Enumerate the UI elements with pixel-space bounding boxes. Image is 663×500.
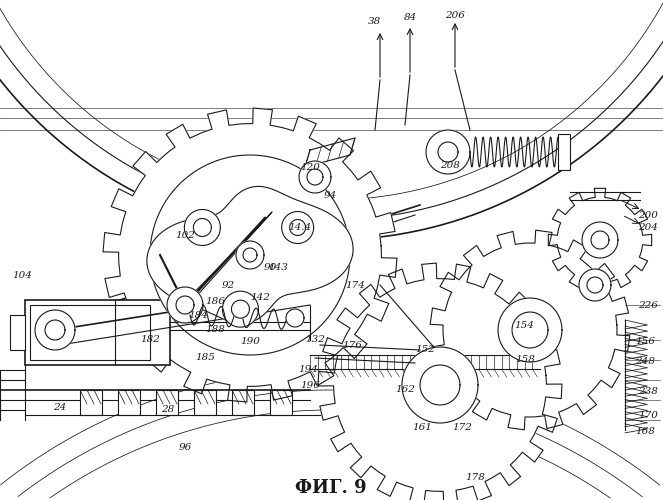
Polygon shape [591,231,609,249]
Polygon shape [223,291,259,327]
Text: 104: 104 [12,270,32,280]
Text: 182: 182 [140,336,160,344]
Polygon shape [184,210,220,246]
Text: 168: 168 [635,428,655,436]
Text: 90: 90 [263,264,276,272]
Text: ФИГ. 9: ФИГ. 9 [295,479,367,497]
Bar [30,305,150,360]
Text: 24: 24 [54,404,66,412]
Text: 238: 238 [638,388,658,396]
Polygon shape [582,222,618,258]
Polygon shape [194,218,211,236]
Bar [232,390,254,415]
Text: 154: 154 [514,320,534,330]
Text: 190: 190 [240,338,260,346]
Polygon shape [512,312,548,348]
Text: 204: 204 [638,224,658,232]
Text: 158: 158 [515,356,535,364]
Polygon shape [299,161,331,193]
Text: 92: 92 [221,280,235,289]
Bar [10,315,25,350]
Text: 178: 178 [465,474,485,482]
Text: 96: 96 [178,444,192,452]
Text: 226: 226 [638,300,658,310]
Text: 143: 143 [268,264,288,272]
Text: 188: 188 [205,326,225,334]
Text: 184: 184 [188,310,208,320]
Polygon shape [318,263,562,500]
Text: 102: 102 [175,230,195,239]
Text: 120: 120 [300,164,320,172]
Polygon shape [587,277,603,293]
Text: 170: 170 [638,410,658,420]
Text: 248: 248 [635,358,655,366]
Polygon shape [243,248,257,262]
Polygon shape [579,269,611,301]
Polygon shape [402,347,478,423]
Polygon shape [103,108,397,402]
Text: 161: 161 [412,424,432,432]
Polygon shape [438,142,458,162]
Bar [80,390,102,415]
Polygon shape [290,220,306,236]
Text: 172: 172 [452,424,472,432]
Polygon shape [307,169,323,185]
Polygon shape [190,235,240,270]
Text: 152: 152 [415,346,435,354]
Text: 162: 162 [395,386,415,394]
Polygon shape [305,138,355,167]
Text: 94: 94 [324,190,337,200]
Polygon shape [548,188,652,292]
Text: 38: 38 [369,18,382,26]
Text: 84: 84 [403,14,416,22]
Polygon shape [177,212,272,310]
Text: 174: 174 [345,280,365,289]
Bar [118,390,140,415]
Bar [156,390,178,415]
Polygon shape [236,241,264,269]
Text: 142: 142 [250,294,270,302]
Polygon shape [286,309,304,327]
Polygon shape [176,296,194,314]
Text: 185: 185 [195,354,215,362]
Polygon shape [147,186,353,324]
Text: 194: 194 [298,366,318,374]
Bar [194,390,216,415]
Polygon shape [430,230,630,430]
Polygon shape [498,298,562,362]
Text: 156: 156 [635,338,655,346]
Text: 200: 200 [638,210,658,220]
Bar [270,390,292,415]
Polygon shape [231,300,249,318]
Text: 176: 176 [342,340,362,349]
Text: 196: 196 [300,380,320,390]
Polygon shape [150,155,350,355]
Text: 186: 186 [205,298,225,306]
Polygon shape [45,320,65,340]
Text: 14.4: 14.4 [288,224,312,232]
Text: 208: 208 [440,160,460,170]
Polygon shape [35,310,75,350]
Text: 28: 28 [161,406,174,414]
Text: 206: 206 [445,10,465,20]
Polygon shape [426,130,470,174]
Polygon shape [282,212,314,244]
Polygon shape [167,287,203,323]
Text: 132: 132 [305,336,325,344]
Bar [558,134,570,170]
Bar [25,300,170,365]
Polygon shape [420,365,460,405]
